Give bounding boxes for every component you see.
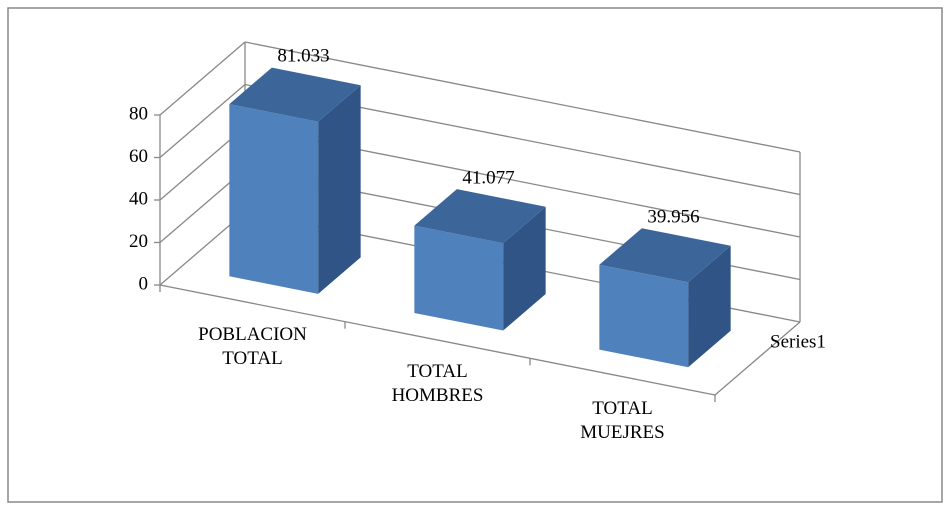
- bar-side: [503, 206, 546, 331]
- data-label: 39.956: [647, 206, 699, 227]
- bar-front: [599, 264, 689, 368]
- grid-line: [244, 41, 801, 153]
- data-label: 41.077: [462, 167, 514, 188]
- grid-line: [159, 41, 246, 116]
- y-tick-label: 60: [129, 146, 148, 167]
- x-tick-label: POBLACION TOTAL: [198, 324, 307, 370]
- x-tick-label: TOTAL HOMBRES: [391, 361, 484, 406]
- bar-front: [414, 225, 504, 331]
- bar-side: [688, 245, 731, 368]
- bar-side: [318, 85, 361, 294]
- y-tick-label: 0: [139, 273, 149, 294]
- y-tick-label: 20: [129, 231, 148, 252]
- bar-front: [229, 104, 319, 294]
- bar-top: [599, 228, 731, 283]
- grid-line: [159, 84, 246, 158]
- bar-top: [229, 67, 361, 122]
- y-tick-label: 40: [129, 188, 148, 209]
- bar-top: [414, 189, 546, 244]
- y-tick-label: 80: [129, 103, 148, 124]
- legend-label: Series1: [770, 331, 826, 352]
- x-tick-label: TOTAL MUEJRES: [580, 397, 665, 443]
- floor-edge: [714, 321, 801, 396]
- data-label: 81.033: [277, 46, 329, 67]
- floor-edge: [159, 284, 716, 396]
